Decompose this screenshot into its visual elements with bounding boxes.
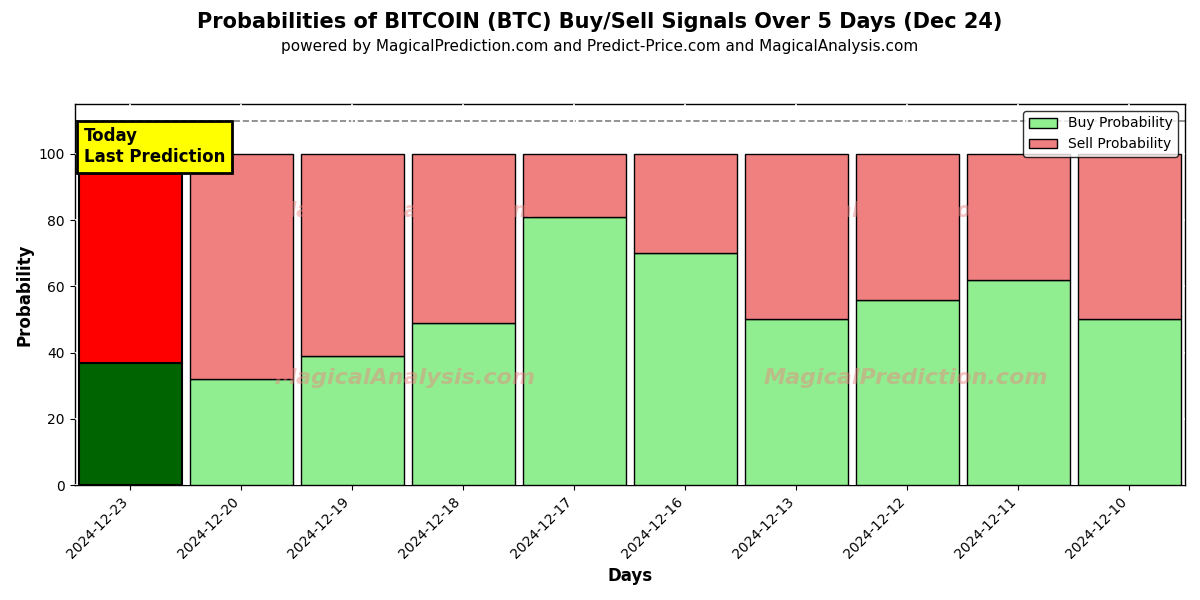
Y-axis label: Probability: Probability [16,244,34,346]
Bar [301,154,404,356]
Bar [190,154,293,379]
Bar [412,323,515,485]
Bar [634,253,737,485]
Bar [78,362,182,485]
Text: powered by MagicalPrediction.com and Predict-Price.com and MagicalAnalysis.com: powered by MagicalPrediction.com and Pre… [281,39,919,54]
Bar [78,154,182,362]
Bar [523,154,626,217]
Bar [745,154,848,319]
Text: MagicalAnalysis.com: MagicalAnalysis.com [275,368,535,388]
Bar [967,280,1070,485]
Bar [1078,154,1181,319]
Bar [523,217,626,485]
Bar [856,154,959,299]
X-axis label: Days: Days [607,567,653,585]
Text: MagicalPrediction.com: MagicalPrediction.com [763,201,1048,221]
Bar [190,379,293,485]
Bar [745,319,848,485]
Text: MagicalAnalysis.com: MagicalAnalysis.com [275,201,535,221]
Bar [301,356,404,485]
Bar [967,154,1070,280]
Bar [856,299,959,485]
Text: Probabilities of BITCOIN (BTC) Buy/Sell Signals Over 5 Days (Dec 24): Probabilities of BITCOIN (BTC) Buy/Sell … [197,12,1003,32]
Text: Today
Last Prediction: Today Last Prediction [84,127,226,166]
Bar [1078,319,1181,485]
Legend: Buy Probability, Sell Probability: Buy Probability, Sell Probability [1024,111,1178,157]
Text: MagicalPrediction.com: MagicalPrediction.com [763,368,1048,388]
Bar [412,154,515,323]
Bar [634,154,737,253]
